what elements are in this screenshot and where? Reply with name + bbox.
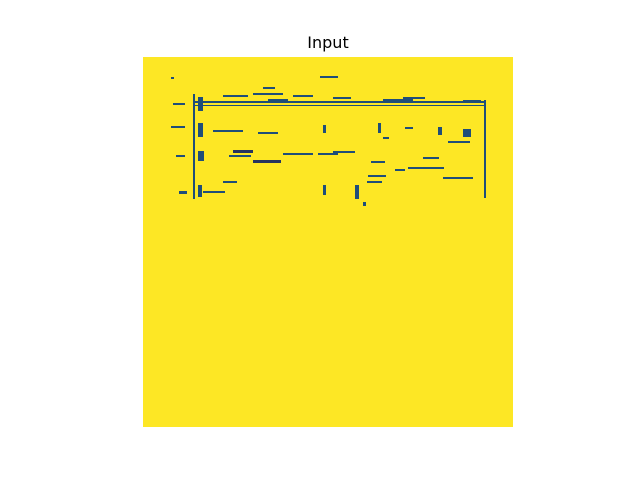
image-panel xyxy=(143,57,513,427)
binarized-sheet-music-image xyxy=(143,57,513,427)
figure-title: Input xyxy=(307,33,349,52)
